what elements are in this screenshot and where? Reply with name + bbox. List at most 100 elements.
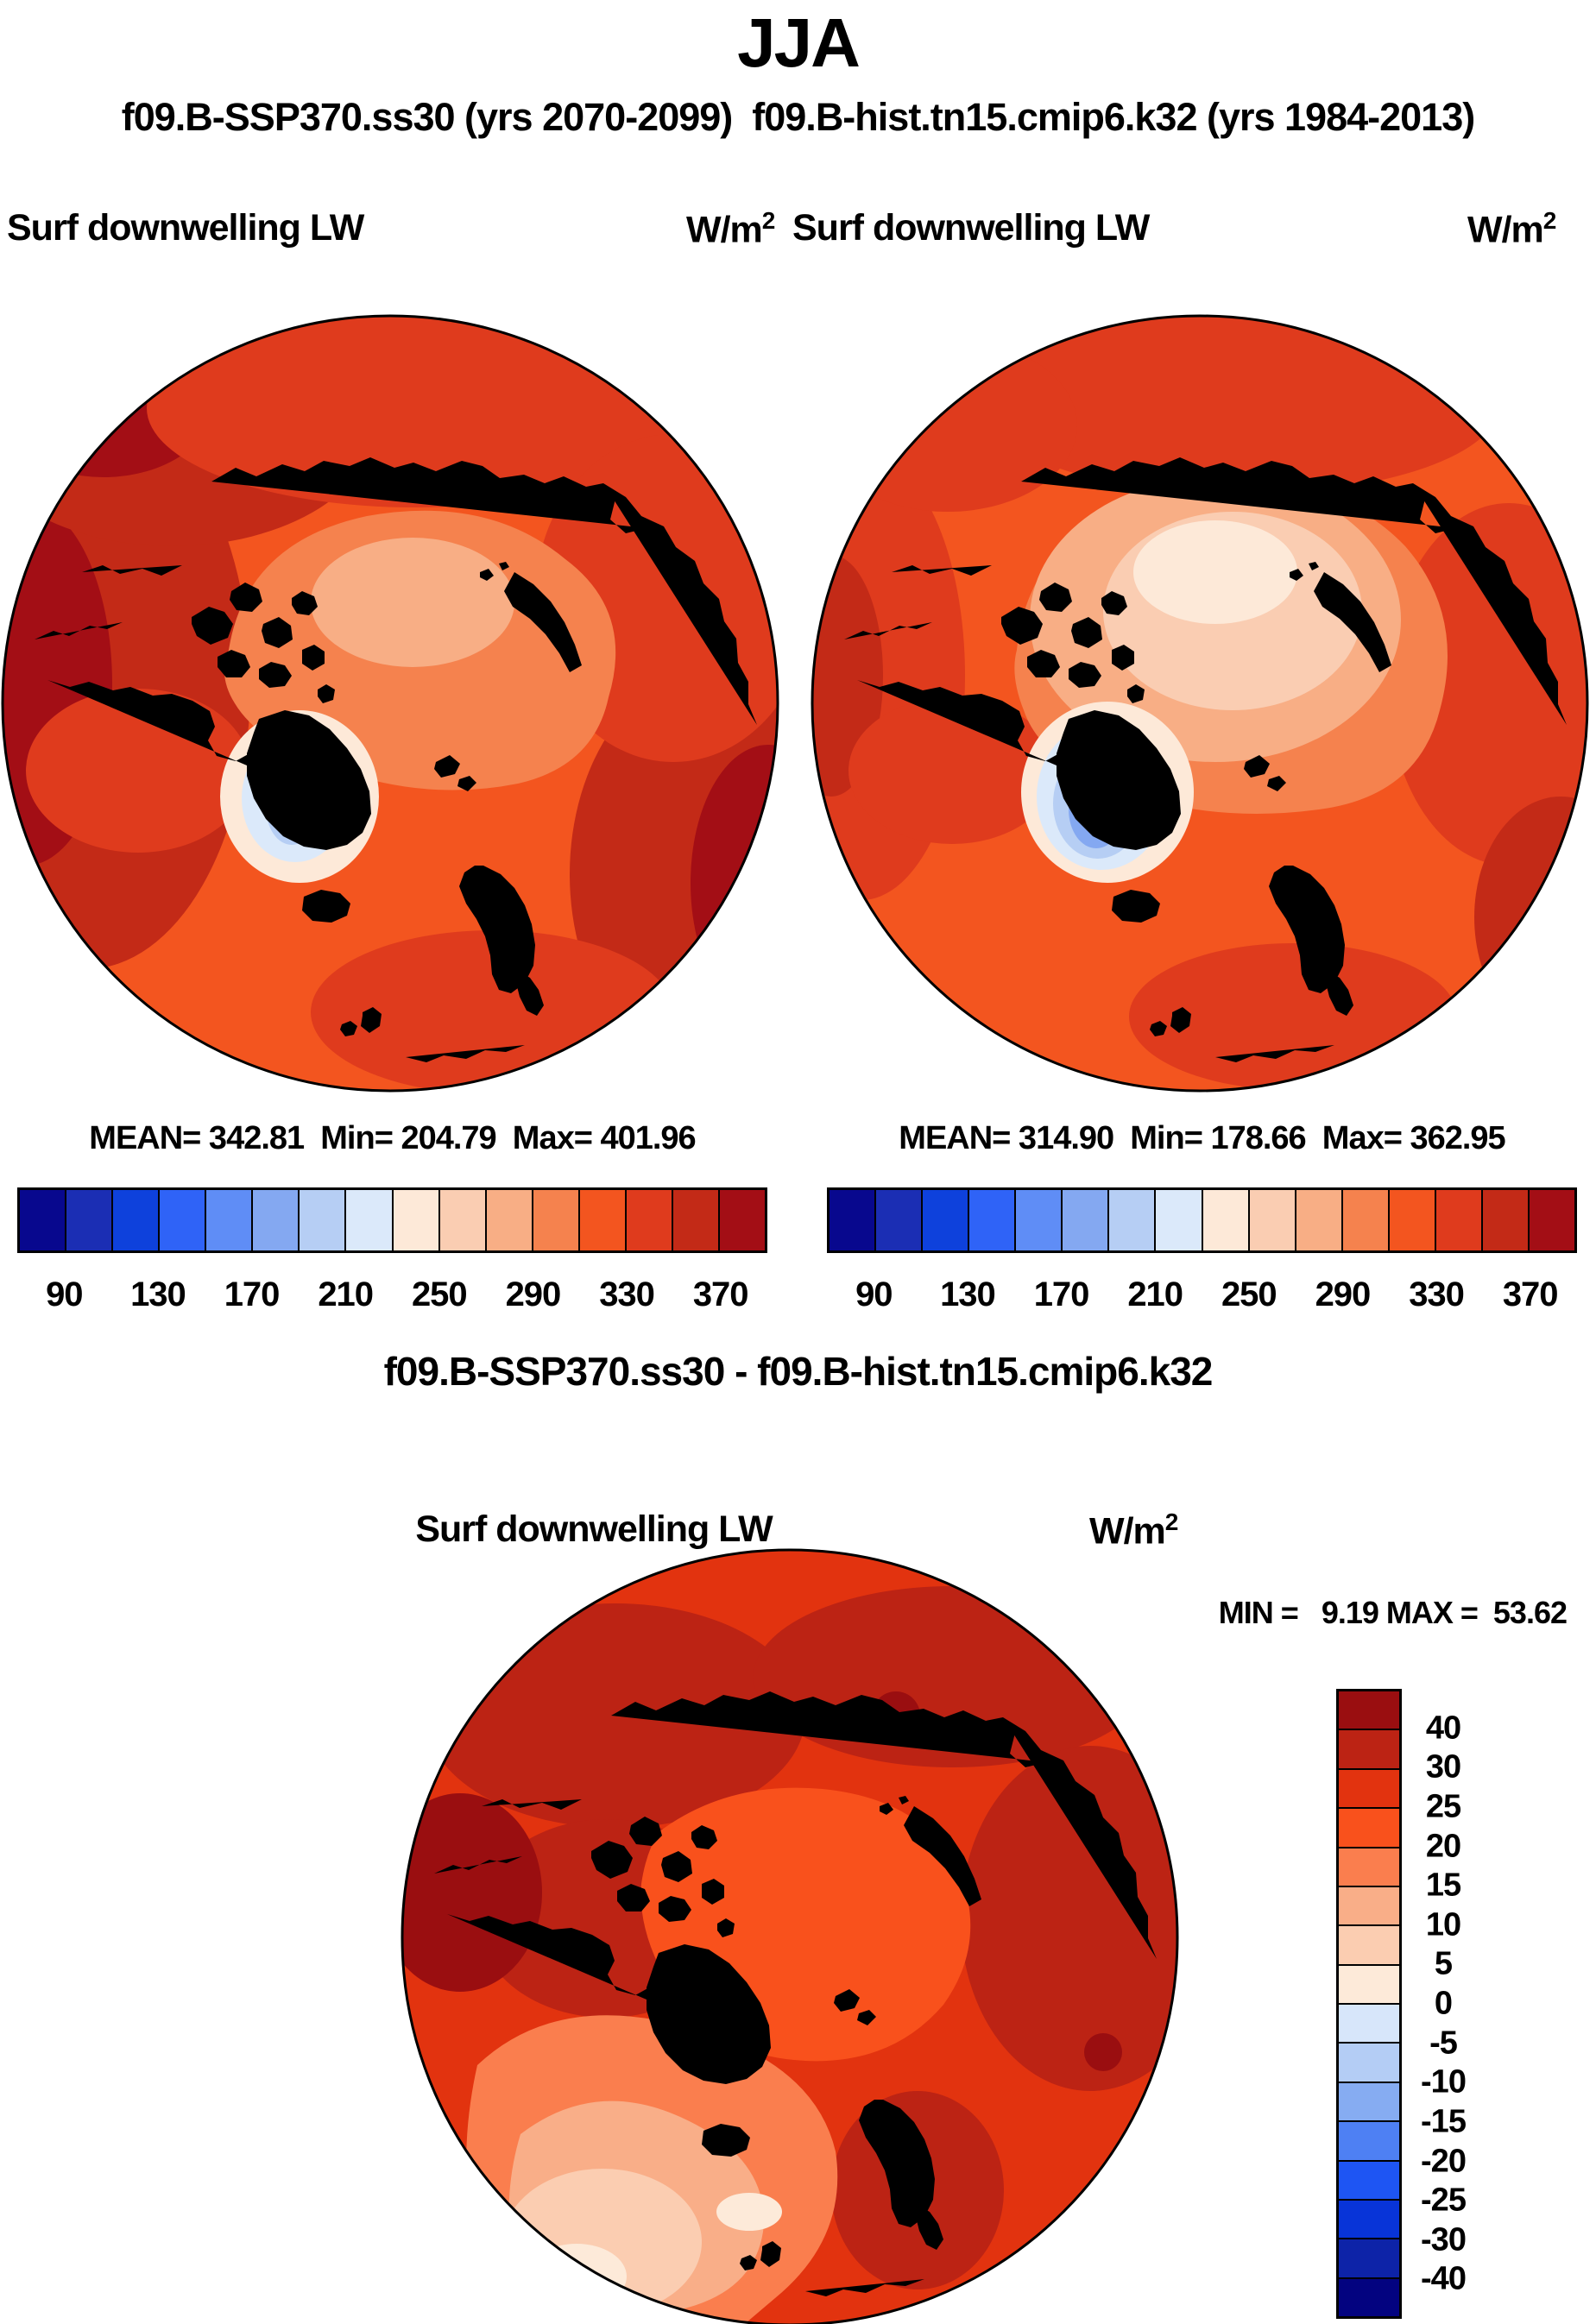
diff-unit-base: W/m	[1089, 1510, 1166, 1552]
left-map-stats: MEAN= 342.81 Min= 204.79 Max= 401.96	[89, 1120, 696, 1156]
colorbar-cell	[251, 1190, 299, 1250]
colorbar-tick-label: -25	[1421, 2182, 1467, 2219]
colorbar-tick-label: 20	[1425, 1828, 1461, 1864]
colorbar-tick-label: -10	[1421, 2063, 1467, 2100]
colorbar-cell	[830, 1190, 875, 1250]
colorbar-tick-label: 330	[599, 1275, 655, 1313]
colorbar-cell	[624, 1190, 672, 1250]
colorbar-tick-label: 90	[46, 1275, 83, 1313]
colorbar-tick-label: 5	[1434, 1945, 1453, 1982]
colorbar-tick-label: -15	[1421, 2103, 1467, 2140]
colorbar-cell	[298, 1190, 345, 1250]
colorbar-cell	[1339, 1963, 1399, 2003]
colorbar-cell	[1339, 1691, 1399, 1729]
colorbar-cell	[1339, 1729, 1399, 1768]
left-panel-units: W/m2	[686, 207, 776, 251]
map-difference	[401, 1548, 1179, 2324]
colorbar-cell	[65, 1190, 112, 1250]
colorbar-tick-label: 90	[855, 1275, 893, 1313]
colorbar-cell	[111, 1190, 159, 1250]
colorbar-cell	[1341, 1190, 1388, 1250]
colorbar-tick-label: 370	[692, 1275, 749, 1313]
subtitle-runs: f09.B-SSP370.ss30 (yrs 2070-2099) f09.B-…	[121, 95, 1475, 139]
colorbar-tick-label: 25	[1425, 1788, 1461, 1825]
colorbar-cell	[391, 1190, 438, 1250]
colorbar-cell	[1154, 1190, 1202, 1250]
colorbar-cell	[1480, 1190, 1528, 1250]
colorbar-tick-label: 10	[1425, 1906, 1461, 1943]
colorbar-cell	[344, 1190, 392, 1250]
colorbar-cell	[968, 1190, 1015, 1250]
colorbar-tick-label: 250	[411, 1275, 468, 1313]
colorbar-tick-label: 170	[224, 1275, 281, 1313]
colorbar-tick-label: 40	[1425, 1710, 1461, 1747]
colorbar-cell	[484, 1190, 532, 1250]
colorbar-difference-ticks: 40 30 25 20 15 10 5 0 -5 -10 -15 -20 -25 -30 -40	[1409, 1689, 1478, 2319]
colorbar-cell	[1339, 2277, 1399, 2316]
colorbar-tick-label: 370	[1502, 1275, 1559, 1313]
colorbar-cell	[438, 1190, 485, 1250]
colorbar-right-ticks: 90 130 170 210 250 290 330 370	[827, 1275, 1577, 1320]
difference-title: f09.B-SSP370.ss30 - f09.B-hist.tn15.cmip…	[383, 1349, 1214, 1394]
colorbar-cell	[1339, 2159, 1399, 2199]
colorbar-tick-label: 250	[1221, 1275, 1277, 1313]
diff-panel-title: Surf downwelling LW	[415, 1508, 773, 1550]
colorbar-tick-label: 210	[1127, 1275, 1183, 1313]
colorbar-tick-label: 130	[130, 1275, 186, 1313]
colorbar-cell	[1339, 2198, 1399, 2239]
colorbar-cell	[874, 1190, 922, 1250]
colorbar-cell	[1107, 1190, 1155, 1250]
colorbar-cell	[1339, 2238, 1399, 2277]
colorbar-cell	[1527, 1190, 1574, 1250]
colorbar-cell	[531, 1190, 578, 1250]
right-map-stats: MEAN= 314.90 Min= 178.66 Max= 362.95	[899, 1120, 1505, 1156]
left-unit-exponent: 2	[761, 207, 776, 234]
colorbar-cell	[1434, 1190, 1481, 1250]
colorbar-tick-label: -30	[1421, 2221, 1467, 2258]
colorbar-tick-label: 170	[1033, 1275, 1090, 1313]
colorbar-cell	[1294, 1190, 1341, 1250]
colorbar-cell	[205, 1190, 252, 1250]
colorbar-cell	[921, 1190, 968, 1250]
colorbar-cell	[158, 1190, 205, 1250]
colorbar-cell	[717, 1190, 765, 1250]
colorbar-tick-label: 330	[1409, 1275, 1465, 1313]
colorbar-tick-label: -20	[1421, 2143, 1467, 2179]
colorbar-tick-label: 210	[318, 1275, 374, 1313]
colorbar-cell	[1247, 1190, 1295, 1250]
diff-unit-exponent: 2	[1164, 1508, 1179, 1535]
diff-minmax-stats: MIN = 9.19 MAX = 53.62	[1218, 1595, 1568, 1630]
colorbar-right	[827, 1187, 1577, 1253]
colorbar-cell	[1339, 1767, 1399, 1808]
colorbar-cell	[1201, 1190, 1248, 1250]
colorbar-left-ticks: 90 130 170 210 250 290 330 370	[17, 1275, 767, 1320]
colorbar-cell	[1061, 1190, 1108, 1250]
colorbar-cell	[1339, 1924, 1399, 1964]
right-unit-exponent: 2	[1542, 207, 1557, 234]
colorbar-left	[17, 1187, 767, 1253]
colorbar-cell	[1339, 2081, 1399, 2121]
diff-panel-units: W/m2	[1089, 1508, 1179, 1552]
colorbar-tick-label: 30	[1425, 1748, 1461, 1786]
colorbar-tick-label: 290	[505, 1275, 562, 1313]
page-title: JJA	[737, 4, 861, 81]
colorbar-difference	[1336, 1689, 1402, 2319]
colorbar-tick-label: 130	[940, 1275, 996, 1313]
colorbar-tick-label: 290	[1315, 1275, 1372, 1313]
left-unit-base: W/m	[686, 209, 763, 251]
colorbar-tick-label: -40	[1421, 2260, 1467, 2297]
right-panel-title: Surf downwelling LW	[792, 207, 1150, 249]
right-unit-base: W/m	[1467, 209, 1544, 251]
colorbar-cell	[1339, 1846, 1399, 1886]
map-right-hist	[811, 314, 1589, 1093]
colorbar-cell	[1339, 2120, 1399, 2160]
colorbar-cell	[1339, 2042, 1399, 2082]
colorbar-cell	[671, 1190, 718, 1250]
colorbar-cell	[577, 1190, 625, 1250]
colorbar-cell	[1387, 1190, 1435, 1250]
colorbar-tick-label: 0	[1434, 1985, 1453, 2022]
colorbar-cell	[1339, 1885, 1399, 1925]
colorbar-cell	[1014, 1190, 1062, 1250]
colorbar-cell	[1339, 2003, 1399, 2043]
